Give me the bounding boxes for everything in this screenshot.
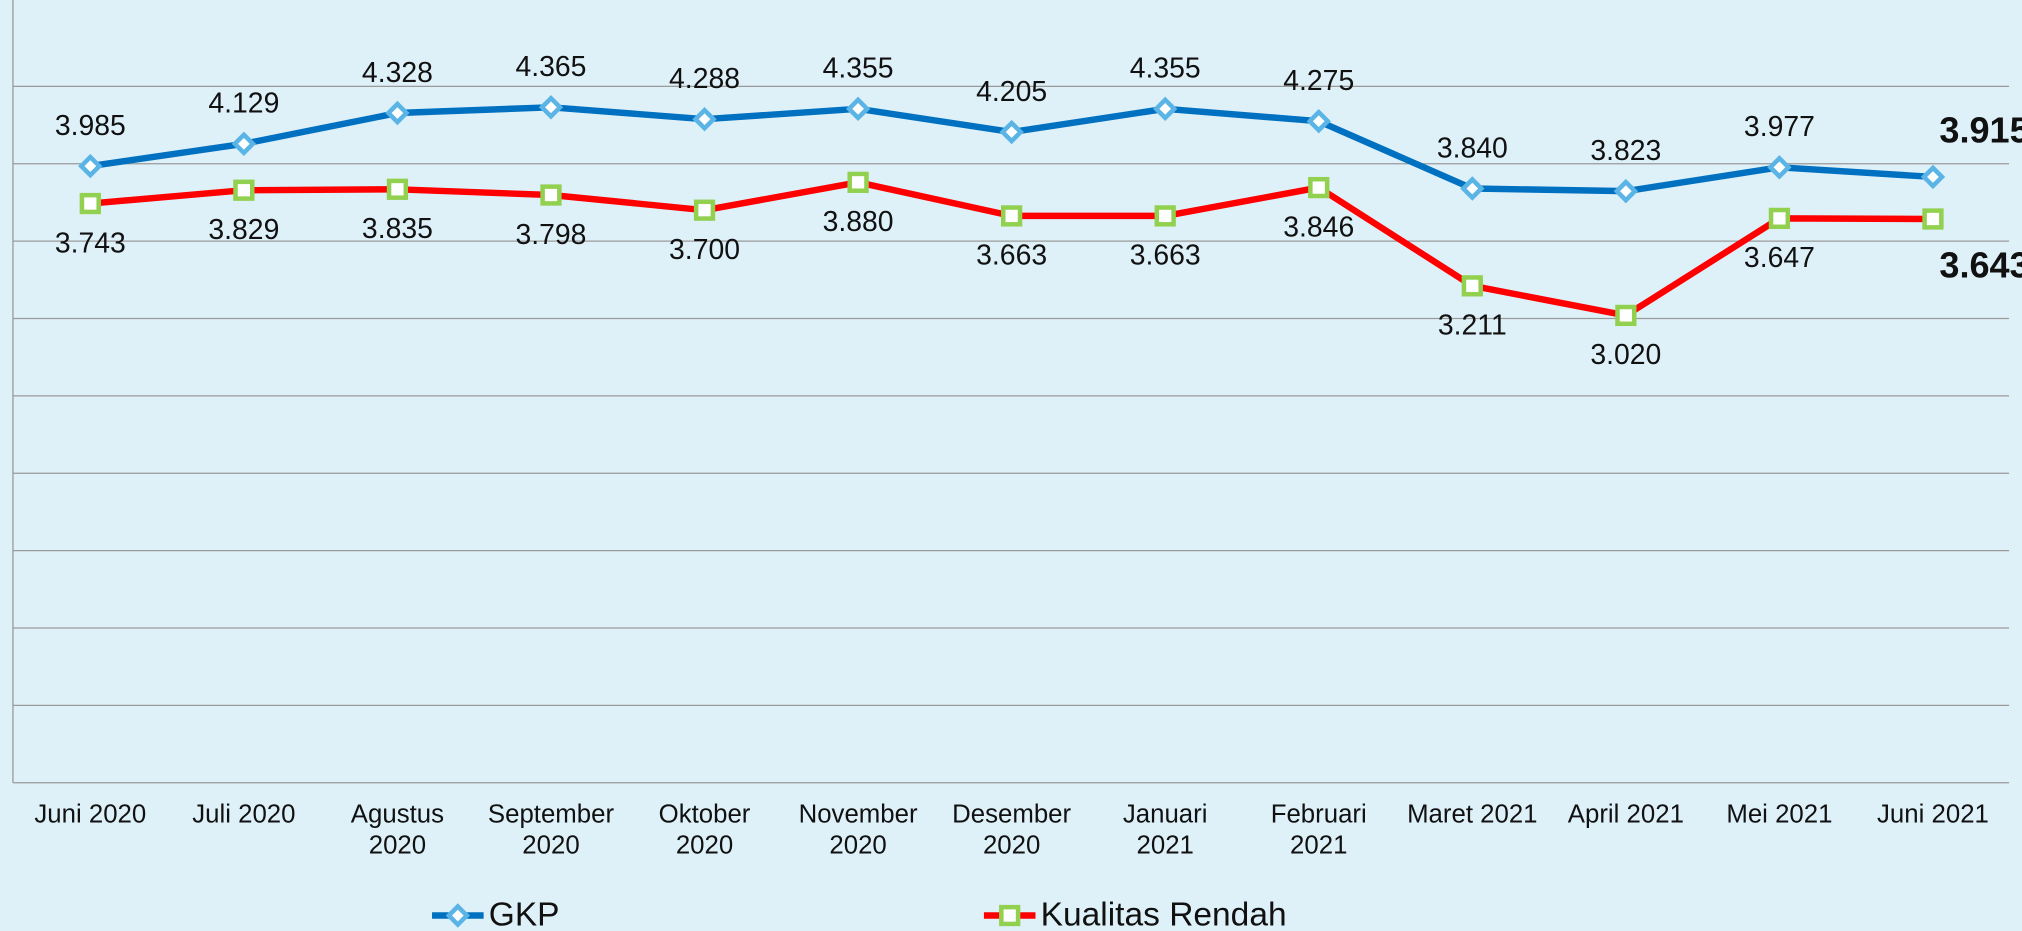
x-tick-label: Agustus 2020 bbox=[350, 800, 444, 861]
marker bbox=[1613, 178, 1639, 204]
x-tick-label-box: Maret 2021 bbox=[1407, 800, 1538, 830]
data-label: 4.205 bbox=[976, 76, 1047, 108]
x-tick-label-box: Juli 2020 bbox=[192, 800, 296, 830]
x-tick-label: November 2020 bbox=[798, 800, 918, 861]
marker bbox=[1768, 207, 1791, 230]
legend-label: Kualitas Rendah bbox=[1041, 897, 1287, 931]
marker bbox=[386, 178, 409, 200]
marker bbox=[1922, 208, 1944, 230]
data-label: 3.020 bbox=[1590, 339, 1661, 371]
marker bbox=[1308, 176, 1330, 199]
marker bbox=[540, 184, 562, 206]
marker bbox=[999, 119, 1024, 145]
x-tick-label: Februari 2021 bbox=[1270, 800, 1367, 861]
data-label: 3.643 bbox=[1939, 245, 2022, 286]
marker bbox=[1767, 155, 1792, 180]
x-tick-label: Januari 2021 bbox=[1122, 800, 1208, 861]
marker bbox=[79, 192, 101, 215]
legend-label: GKP bbox=[489, 897, 560, 931]
marker bbox=[1461, 275, 1483, 297]
data-label: 3.700 bbox=[669, 234, 740, 266]
marker bbox=[231, 131, 257, 157]
x-tick-label: Juli 2020 bbox=[192, 800, 296, 830]
marker bbox=[1154, 205, 1176, 227]
data-label: 3.846 bbox=[1283, 211, 1354, 243]
data-label: 4.355 bbox=[1130, 53, 1201, 85]
marker bbox=[78, 153, 103, 179]
marker bbox=[693, 199, 716, 221]
x-tick-label-box: Februari 2021 bbox=[1270, 800, 1367, 861]
marker bbox=[1152, 96, 1178, 122]
legend-marker bbox=[445, 903, 471, 928]
data-label: 4.328 bbox=[362, 57, 433, 89]
data-label: 4.288 bbox=[669, 63, 740, 95]
x-tick-label-box: Mei 2021 bbox=[1726, 800, 1833, 830]
data-label: 3.835 bbox=[362, 213, 433, 245]
data-label: 3.798 bbox=[515, 219, 586, 251]
marker bbox=[1306, 108, 1331, 134]
data-label: 4.275 bbox=[1283, 65, 1354, 97]
data-label: 4.365 bbox=[515, 51, 586, 83]
data-label: 3.743 bbox=[55, 227, 126, 259]
marker bbox=[847, 171, 869, 193]
legend-marker bbox=[999, 904, 1021, 927]
data-label: 3.211 bbox=[1438, 310, 1507, 342]
x-tick-label-box: Agustus 2020 bbox=[350, 800, 444, 861]
marker bbox=[1001, 205, 1023, 227]
data-label: 3.663 bbox=[1130, 240, 1201, 272]
data-label: 4.355 bbox=[823, 53, 894, 85]
data-label: 3.823 bbox=[1590, 135, 1661, 167]
data-label: 3.829 bbox=[208, 214, 279, 246]
marker bbox=[692, 106, 717, 132]
marker bbox=[385, 100, 410, 126]
data-label: 3.840 bbox=[1437, 132, 1508, 164]
marker bbox=[538, 95, 564, 120]
x-tick-label-box: November 2020 bbox=[798, 800, 918, 861]
data-label: 3.977 bbox=[1744, 111, 1815, 143]
data-label: 3.915 bbox=[1939, 110, 2022, 151]
x-tick-label: September 2020 bbox=[487, 800, 615, 861]
x-tick-label-box: April 2021 bbox=[1567, 800, 1684, 830]
x-tick-label: Desember 2020 bbox=[952, 800, 1072, 861]
x-tick-label: April 2021 bbox=[1567, 800, 1684, 830]
x-tick-label-box: Juni 2021 bbox=[1877, 800, 1989, 830]
data-label: 3.663 bbox=[976, 240, 1047, 272]
x-tick-label: Maret 2021 bbox=[1407, 800, 1538, 830]
x-tick-label-box: Oktober 2020 bbox=[658, 800, 751, 861]
x-tick-label-box: Januari 2021 bbox=[1122, 800, 1208, 861]
marker bbox=[1920, 164, 1946, 190]
x-tick-label-box: Juni 2020 bbox=[34, 800, 147, 830]
x-tick-label-box: Desember 2020 bbox=[952, 800, 1072, 861]
data-label: 3.880 bbox=[823, 206, 894, 238]
marker bbox=[1615, 304, 1637, 327]
marker bbox=[845, 96, 871, 122]
marker bbox=[233, 179, 255, 201]
x-tick-label: Juni 2020 bbox=[34, 800, 147, 830]
data-label: 4.129 bbox=[208, 88, 279, 120]
marker bbox=[1460, 176, 1485, 201]
x-tick-label-box: September 2020 bbox=[487, 800, 615, 861]
x-tick-label: Oktober 2020 bbox=[658, 800, 751, 861]
x-tick-label: Juni 2021 bbox=[1877, 800, 1989, 830]
data-label: 3.647 bbox=[1744, 242, 1815, 274]
data-label: 3.985 bbox=[55, 110, 126, 142]
x-tick-label: Mei 2021 bbox=[1726, 800, 1833, 830]
